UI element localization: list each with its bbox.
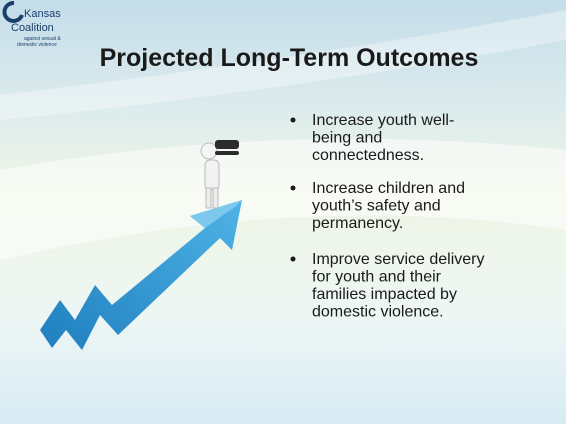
slide-title: Projected Long-Term Outcomes <box>100 44 479 72</box>
figure-head <box>201 143 217 159</box>
logo-name: Kansas <box>24 8 61 20</box>
logo-name: Coalition <box>11 22 54 34</box>
slide: Kansas Coalition against sexual & domest… <box>0 0 566 424</box>
figure-body <box>205 160 219 190</box>
bullet-text: connectedness. <box>312 147 424 164</box>
bullet-text: for youth and their <box>312 269 442 286</box>
bullet-dot <box>291 186 296 191</box>
bullet-dot <box>291 118 296 123</box>
bullet-text: Increase children and <box>312 180 465 197</box>
binoculars <box>215 140 239 149</box>
bullet-text: being and <box>312 130 382 147</box>
page: Kansas Coalition against sexual & domest… <box>0 0 566 424</box>
bullet-text: permanency. <box>312 215 403 232</box>
bullet-text: youth’s safety and <box>312 198 441 215</box>
bullet-text: Increase youth well- <box>312 112 454 129</box>
binoculars <box>215 151 239 155</box>
bullet-text: families impacted by <box>312 286 457 303</box>
bullet-text: Improve service delivery <box>312 251 485 268</box>
figure-leg <box>206 188 211 208</box>
bullet-dot <box>291 257 296 262</box>
figure-leg <box>213 188 218 208</box>
bullet-text: domestic violence. <box>312 304 444 321</box>
logo-tagline: domestic violence <box>17 42 57 48</box>
